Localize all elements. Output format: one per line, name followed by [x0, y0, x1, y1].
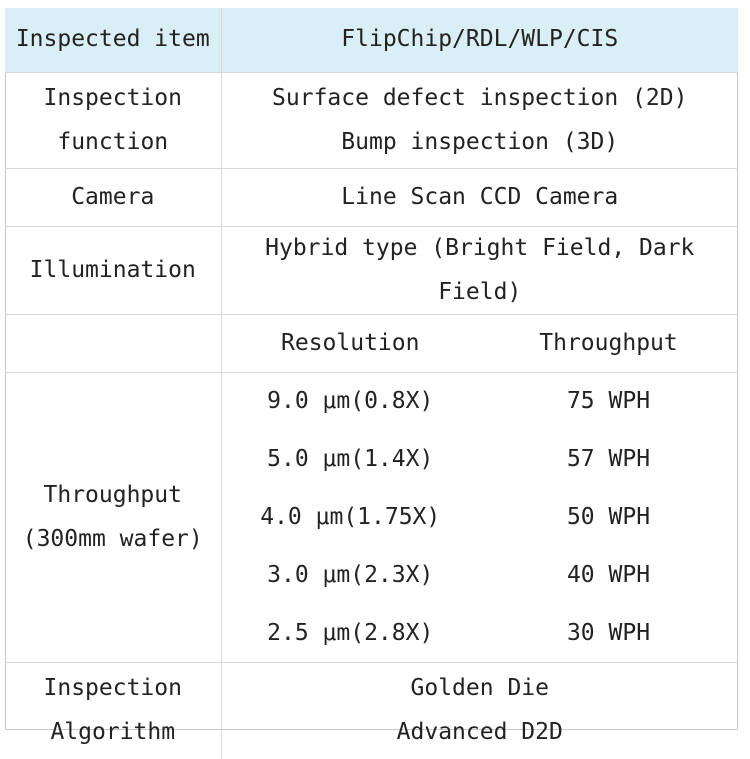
resolution-value: 2.5 μm(2.8X)	[267, 619, 434, 646]
header-label: Inspected item	[5, 8, 222, 73]
throughput-value: 40 WPH	[566, 562, 651, 589]
algorithm-label-line2: Algorithm	[50, 719, 176, 746]
spec-table: Inspected item FlipChip/RDL/WLP/CIS Insp…	[5, 8, 739, 759]
algorithm-label-line1: Inspection	[43, 675, 182, 702]
inspection-function-value-line1: Surface defect inspection (2D)	[272, 84, 688, 111]
algorithm-value-line1: Golden Die	[410, 675, 549, 702]
throughput-header-row: Resolution Throughput	[5, 314, 739, 373]
camera-value: Line Scan CCD Camera	[221, 168, 739, 227]
throughput-label: Throughput (300mm wafer)	[5, 372, 222, 663]
header-value: FlipChip/RDL/WLP/CIS	[221, 8, 739, 73]
throughput-header-spacer	[5, 314, 222, 373]
inspection-function-row: Inspection function Surface defect inspe…	[5, 72, 739, 169]
algorithm-value: Golden Die Advanced D2D	[221, 662, 739, 759]
throughput-row-5: 2.5 μm(2.8X) 30 WPH	[5, 605, 738, 663]
throughput-row-4: 3.0 μm(2.3X) 40 WPH	[5, 547, 738, 605]
resolution-column-header: Resolution	[221, 314, 479, 373]
algorithm-label: Inspection Algorithm	[5, 662, 222, 759]
illumination-label: Illumination	[5, 225, 222, 315]
resolution-value: 3.0 μm(2.3X)	[267, 562, 434, 589]
throughput-value: 75 WPH	[479, 372, 739, 431]
throughput-value: 30 WPH	[566, 619, 651, 646]
throughput-row-3: 4.0 μm(1.75X) 50 WPH	[5, 489, 738, 547]
camera-row: Camera Line Scan CCD Camera	[5, 168, 739, 227]
inspection-function-value: Surface defect inspection (2D) Bump insp…	[221, 72, 739, 169]
resolution-value: 5.0 μm(1.4X)	[267, 446, 434, 473]
resolution-value: 4.0 μm(1.75X)	[260, 504, 441, 531]
throughput-value: 57 WPH	[566, 446, 651, 473]
illumination-row: Illumination Hybrid type (Bright Field, …	[5, 225, 739, 315]
throughput-row-2: 5.0 μm(1.4X) 57 WPH	[5, 431, 738, 489]
throughput-column-header: Throughput	[479, 314, 739, 373]
inspection-function-value-line2: Bump inspection (3D)	[341, 128, 619, 155]
resolution-value: 9.0 μm(0.8X)	[221, 372, 479, 431]
algorithm-value-line2: Advanced D2D	[396, 719, 563, 746]
throughput-value: 50 WPH	[566, 504, 651, 531]
inspection-function-label-line2: function	[57, 128, 169, 155]
throughput-label-line1: Throughput	[43, 482, 182, 509]
inspection-function-label-line1: Inspection	[43, 84, 182, 111]
illumination-value: Hybrid type (Bright Field, Dark Field)	[221, 225, 739, 315]
camera-label: Camera	[5, 168, 222, 227]
algorithm-row: Inspection Algorithm Golden Die Advanced…	[5, 662, 739, 759]
throughput-label-line2: (300mm wafer)	[22, 525, 203, 552]
throughput-row-1: Throughput (300mm wafer) 9.0 μm(0.8X) 75…	[5, 372, 739, 663]
inspection-function-label: Inspection function	[5, 72, 222, 169]
table-header-row: Inspected item FlipChip/RDL/WLP/CIS	[5, 8, 739, 73]
